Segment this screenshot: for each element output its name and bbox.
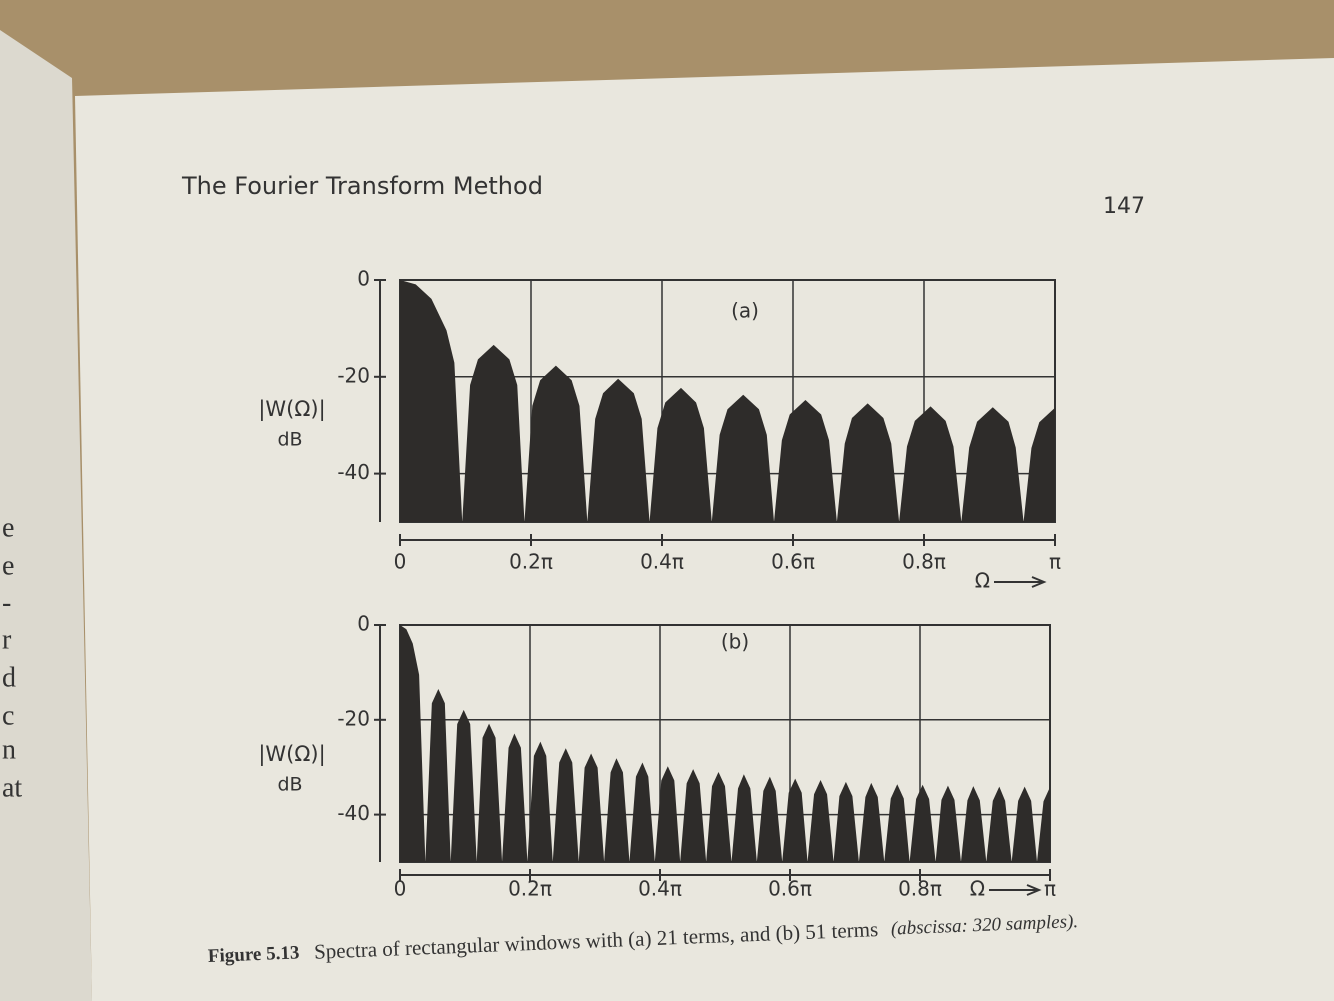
y-tick-label: -20 (337, 706, 370, 730)
panel-label: (a) (731, 299, 759, 323)
x-axis-arrow (989, 884, 1042, 896)
x-tick-label: 0.8π (898, 877, 942, 901)
left-page-fragment: at (2, 772, 22, 803)
panel-label: (b) (721, 630, 749, 654)
x-axis-label: Ω (970, 877, 985, 901)
x-axis-arrow (994, 576, 1047, 588)
x-tick-label: 0 (394, 877, 407, 901)
y-tick-label: -40 (337, 801, 370, 825)
y-tick-label: 0 (357, 612, 370, 636)
x-tick-label: 0.4π (638, 877, 682, 901)
x-tick-label: 0.2π (508, 877, 552, 901)
y-axis-label: |W(Ω)| (258, 742, 325, 767)
spectrum-area (400, 280, 1055, 522)
y-axis-unit: dB (277, 774, 302, 796)
left-page-fragment: e (2, 512, 14, 543)
left-page-fragment: n (2, 734, 16, 765)
left-page-fragment: e (2, 550, 14, 581)
y-tick-label: -20 (337, 363, 370, 387)
y-axis-label: |W(Ω)| (258, 397, 325, 422)
x-tick-label: 0 (394, 550, 407, 574)
caption-label: Figure 5.13 (208, 943, 300, 968)
x-tick-label: 0.2π (509, 550, 553, 574)
y-tick-label: 0 (357, 267, 370, 291)
running-head: The Fourier Transform Method (181, 172, 543, 200)
x-tick-label: 0.6π (768, 877, 812, 901)
x-axis-label: Ω (975, 569, 990, 593)
left-page-fragment: d (2, 662, 16, 693)
left-page-fragment: - (2, 587, 11, 618)
spectrum-area (400, 625, 1050, 862)
chart: 0 -20 -40 0 0.2π 0.4π 0.6π 0.8π π (b) |W(Ω)| dB Ω (258, 612, 1056, 901)
chart: 0 -20 -40 0 0.2π 0.4π 0.6π 0.8π π (a) |W(Ω)| dB Ω (258, 267, 1061, 593)
x-tick-label: 0.6π (771, 550, 815, 574)
right-page (75, 58, 1334, 1001)
left-page-fragment: c (2, 700, 14, 731)
left-page-fragment: r (2, 624, 12, 655)
left-page (0, 30, 92, 1001)
x-tick-label: 0.4π (640, 550, 684, 574)
y-tick-label: -40 (337, 460, 370, 484)
x-tick-label: π (1049, 550, 1061, 574)
x-tick-label: 0.8π (902, 550, 946, 574)
x-tick-label: π (1044, 877, 1056, 901)
y-axis-unit: dB (277, 429, 302, 451)
page-number: 147 (1103, 194, 1145, 219)
